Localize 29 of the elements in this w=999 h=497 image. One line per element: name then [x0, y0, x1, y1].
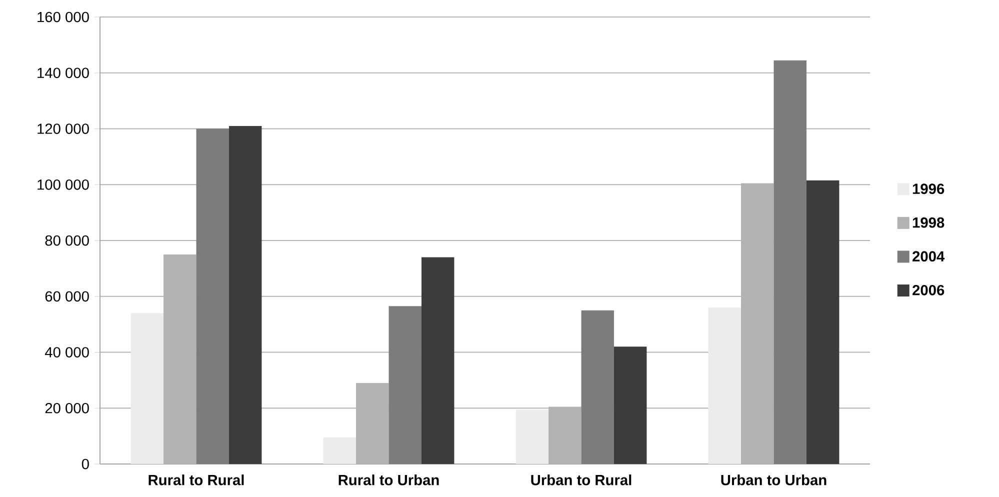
x-tick-label: Urban to Urban [721, 474, 826, 486]
legend-label: 1996 [912, 184, 944, 194]
y-tick-label: 160 000 [38, 12, 89, 22]
bar [614, 346, 647, 464]
bar [228, 126, 262, 464]
bar [581, 310, 614, 464]
y-tick-label: 100 000 [38, 179, 89, 190]
bar [196, 128, 229, 464]
legend-label: 2006 [912, 284, 944, 296]
y-tick-label: 120 000 [38, 124, 89, 134]
legend-label: 1998 [912, 217, 944, 228]
y-tick-label: 20 000 [45, 402, 89, 414]
y-tick-label: 80 000 [45, 235, 89, 246]
bar [774, 60, 806, 464]
y-tick-label: 0 [82, 458, 89, 470]
bar [421, 257, 454, 464]
legend-label: 2004 [912, 251, 945, 262]
y-tick-label: 140 000 [38, 68, 89, 78]
y-tick-label: 40 000 [44, 347, 89, 358]
x-tick-label: Urban to Rural [531, 474, 632, 486]
y-tick-label: 60 000 [45, 291, 89, 302]
x-tick-label: Rural to Urban [338, 474, 439, 486]
bar [130, 313, 164, 464]
bar [516, 410, 549, 464]
bar [323, 437, 356, 464]
x-tick-label: Rural to Rural [148, 474, 244, 486]
bar [806, 180, 840, 464]
bar [708, 308, 742, 464]
bar [388, 306, 422, 464]
